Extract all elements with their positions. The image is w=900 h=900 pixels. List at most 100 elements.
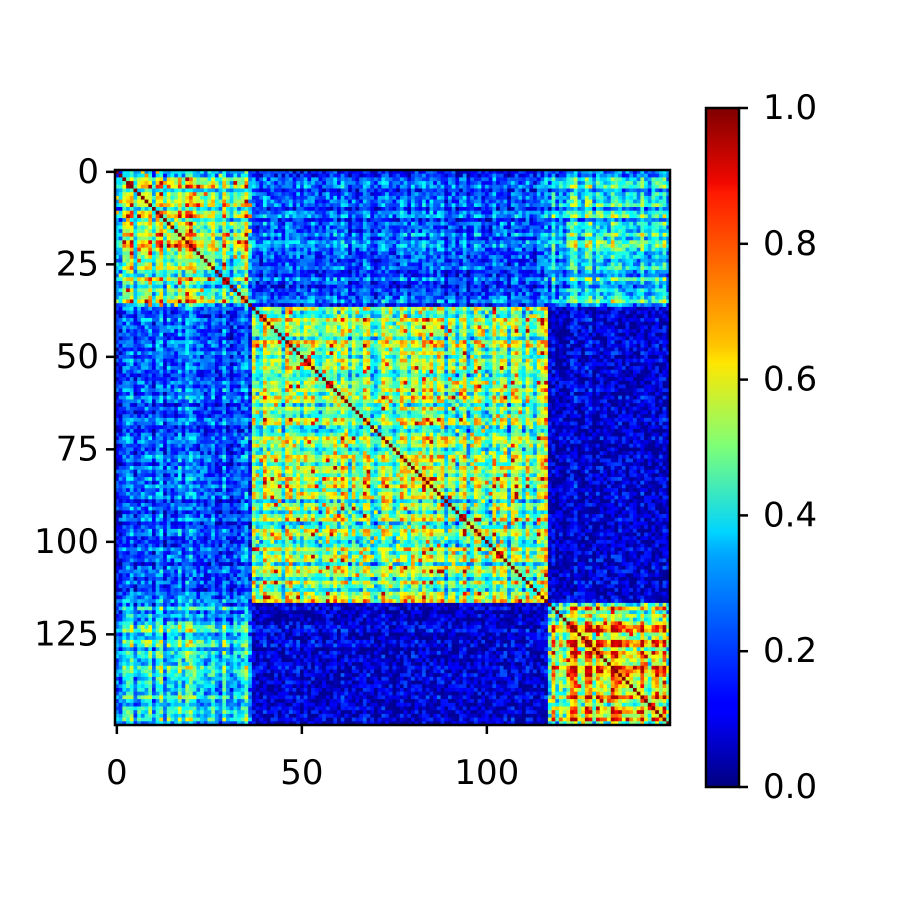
heatmap-cell <box>610 240 615 245</box>
heatmap-cell <box>451 240 456 245</box>
heatmap-cell <box>218 214 223 219</box>
heatmap-cell <box>140 251 145 256</box>
heatmap-cell <box>629 229 634 234</box>
heatmap-cell <box>607 277 612 282</box>
heatmap-cell <box>562 225 567 230</box>
heatmap-cell <box>115 236 120 241</box>
heatmap-cell <box>166 240 171 245</box>
heatmap-cell <box>559 210 564 215</box>
heatmap-cell <box>177 210 182 215</box>
heatmap-cell <box>655 207 660 212</box>
heatmap-cell <box>599 184 604 189</box>
heatmap-cell <box>411 266 416 271</box>
heatmap-cell <box>533 225 538 230</box>
heatmap-cell <box>599 269 604 274</box>
heatmap-cell <box>592 177 597 182</box>
heatmap-cell <box>388 181 393 186</box>
heatmap-cell <box>362 181 367 186</box>
heatmap-cell <box>233 207 238 212</box>
heatmap-cell <box>292 203 297 208</box>
heatmap-cell <box>300 273 305 278</box>
heatmap-cell <box>359 192 364 197</box>
heatmap-cell <box>477 214 482 219</box>
heatmap-cell <box>163 173 168 178</box>
heatmap-cell <box>614 266 619 271</box>
heatmap-cell <box>621 258 626 263</box>
heatmap-cell <box>381 236 386 241</box>
heatmap-cell <box>137 229 142 234</box>
heatmap-cell <box>251 225 256 230</box>
heatmap-cell <box>592 181 597 186</box>
heatmap-cell <box>436 192 441 197</box>
heatmap-cell <box>244 177 249 182</box>
heatmap-cell <box>189 269 194 274</box>
heatmap-cell <box>518 281 523 286</box>
heatmap-cell <box>200 170 205 175</box>
heatmap-cell <box>629 181 634 186</box>
heatmap-cell <box>340 184 345 189</box>
heatmap-cell <box>211 273 216 278</box>
heatmap-cell <box>152 273 157 278</box>
heatmap-cell <box>133 214 138 219</box>
heatmap-cell <box>610 199 615 204</box>
heatmap-cell <box>207 214 212 219</box>
heatmap-cell <box>459 199 464 204</box>
heatmap-cell <box>636 181 641 186</box>
heatmap-cell <box>311 203 316 208</box>
heatmap-cell <box>396 177 401 182</box>
heatmap-cell <box>374 173 379 178</box>
heatmap-cell <box>647 240 652 245</box>
heatmap-cell <box>322 281 327 286</box>
heatmap-cell <box>522 225 527 230</box>
heatmap-cell <box>322 181 327 186</box>
heatmap-cell <box>140 269 145 274</box>
heatmap-cell <box>533 192 538 197</box>
heatmap-cell <box>418 232 423 237</box>
heatmap-cell <box>573 232 578 237</box>
heatmap-cell <box>610 273 615 278</box>
heatmap-cell <box>429 281 434 286</box>
heatmap-cell <box>414 195 419 200</box>
heatmap-cell <box>618 244 623 249</box>
heatmap-cell <box>159 258 164 263</box>
heatmap-cell <box>348 232 353 237</box>
heatmap-cell <box>436 240 441 245</box>
heatmap-cell <box>266 266 271 271</box>
heatmap-cell <box>222 292 227 297</box>
heatmap-cell <box>525 232 530 237</box>
heatmap-cell <box>325 273 330 278</box>
heatmap-cell <box>296 277 301 282</box>
heatmap-cell <box>318 255 323 260</box>
heatmap-cell <box>351 203 356 208</box>
heatmap-cell <box>507 258 512 263</box>
heatmap-cell <box>570 240 575 245</box>
heatmap-cell <box>399 203 404 208</box>
heatmap-cell <box>518 170 523 175</box>
heatmap-cell <box>459 218 464 223</box>
heatmap-cell <box>470 284 475 289</box>
heatmap-cell <box>588 177 593 182</box>
heatmap-cell <box>536 232 541 237</box>
heatmap-cell <box>329 262 334 267</box>
heatmap-cell <box>466 288 471 293</box>
heatmap-cell <box>599 192 604 197</box>
heatmap-cell <box>314 236 319 241</box>
heatmap-cell <box>366 181 371 186</box>
heatmap-cell <box>411 269 416 274</box>
heatmap-cell <box>662 281 667 286</box>
heatmap-cell <box>344 225 349 230</box>
heatmap-cell <box>381 251 386 256</box>
heatmap-cell <box>348 288 353 293</box>
heatmap-cell <box>311 177 316 182</box>
heatmap-cell <box>581 192 586 197</box>
heatmap-cell <box>499 277 504 282</box>
heatmap-cell <box>311 199 316 204</box>
heatmap-cell <box>366 236 371 241</box>
heatmap-cell <box>411 207 416 212</box>
heatmap-cell <box>596 255 601 260</box>
heatmap-cell <box>129 229 134 234</box>
heatmap-cell <box>436 214 441 219</box>
heatmap-cell <box>507 229 512 234</box>
heatmap-cell <box>189 247 194 252</box>
heatmap-cell <box>185 192 190 197</box>
